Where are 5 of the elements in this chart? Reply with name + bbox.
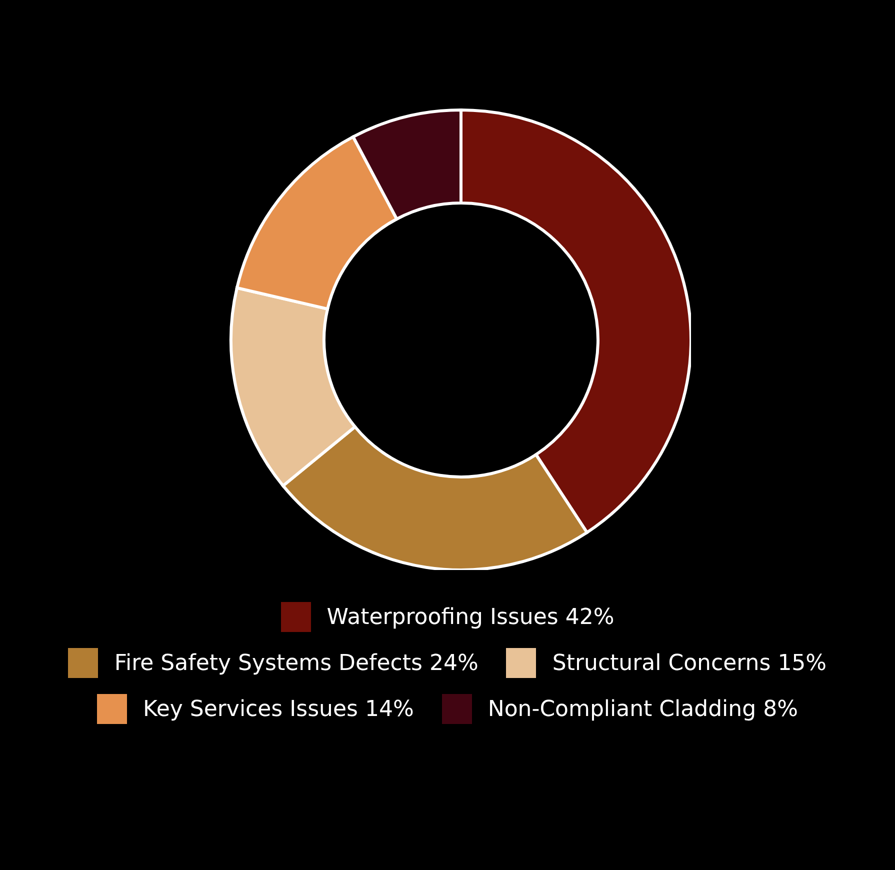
legend-label: Non-Compliant Cladding 8% bbox=[488, 696, 798, 722]
legend-label: Key Services Issues 14% bbox=[143, 696, 414, 722]
legend-label: Fire Safety Systems Defects 24% bbox=[114, 650, 478, 676]
legend-label: Structural Concerns 15% bbox=[552, 650, 827, 676]
legend-label: Waterproofing Issues 42% bbox=[326, 604, 614, 630]
